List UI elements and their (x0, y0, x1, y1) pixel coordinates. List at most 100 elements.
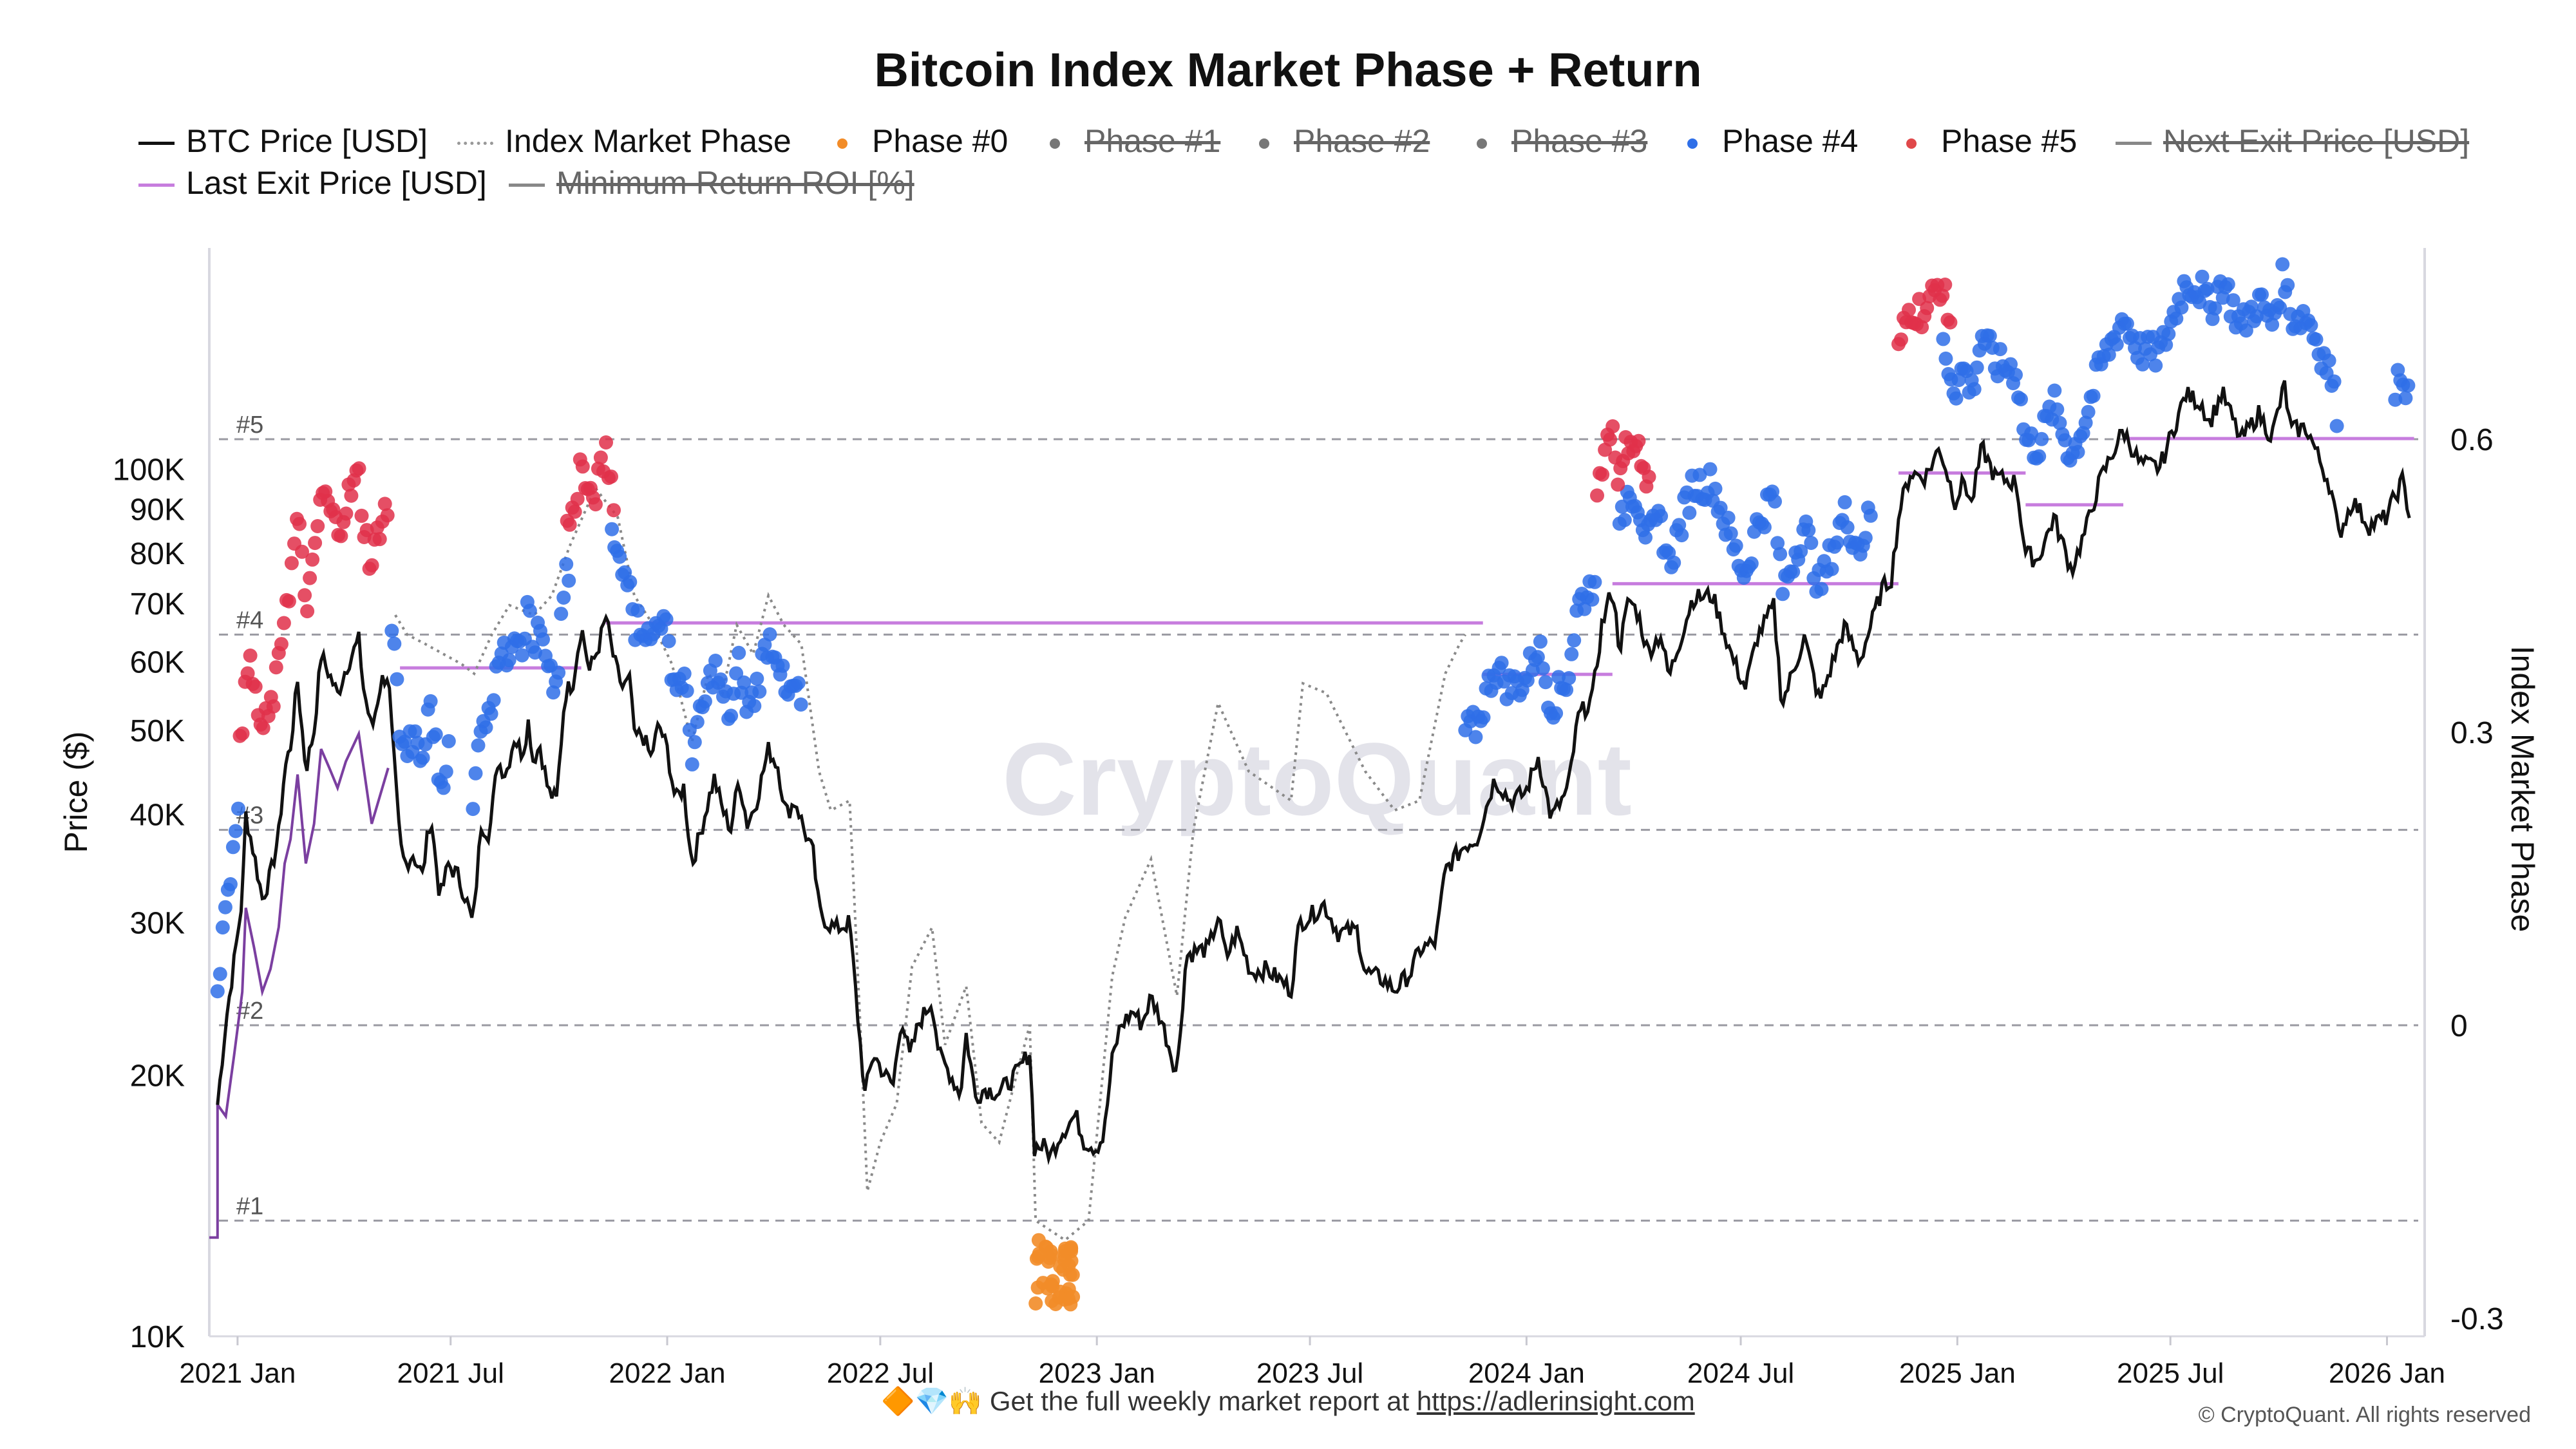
phase-dot (300, 604, 315, 619)
phase-dot (1587, 574, 1602, 589)
phase-dot (1830, 535, 1844, 550)
phase-dot (1713, 500, 1728, 515)
phase-dot (1564, 647, 1579, 661)
phase-dot (2221, 277, 2235, 292)
phase-dot (1638, 530, 1653, 545)
legend-item[interactable]: Index Market Phase (457, 122, 791, 160)
phase-dot (697, 694, 712, 709)
phase-dot (1935, 289, 1950, 303)
phase-dot (1824, 562, 1839, 576)
legend-line-icon (138, 184, 175, 187)
footer-link[interactable]: https://adlerinsight.com (1416, 1386, 1695, 1416)
phase-dot (1938, 278, 1953, 292)
y-tick-label: 100K (113, 453, 185, 488)
phase-dot (2329, 419, 2344, 433)
phase-dot (2101, 347, 2116, 362)
legend-label: Index Market Phase (505, 123, 791, 159)
phase-dot (1794, 544, 1808, 558)
y-tick-label: 70K (130, 587, 185, 621)
y2-tick-label: 0.3 (2450, 716, 2494, 750)
phase-dot (1943, 315, 1958, 330)
phase-dot (339, 506, 354, 521)
phase-dot (218, 900, 232, 914)
phase-dot (708, 654, 723, 668)
legend-item[interactable]: Phase #1 (1037, 122, 1220, 160)
chart-title: Bitcoin Index Market Phase + Return (874, 43, 1702, 97)
phase-dot (1549, 706, 1564, 721)
phase-dot (793, 697, 808, 712)
phase-dot (2239, 323, 2253, 338)
phase-dot (2050, 402, 2065, 417)
phase-dot (2273, 300, 2287, 315)
phase-dot (1617, 513, 1632, 527)
phase-dot (269, 660, 283, 675)
phase-dot (372, 532, 387, 547)
phase-dot (387, 636, 402, 651)
legend-item[interactable]: Phase #0 (824, 122, 1008, 160)
legend-label: Phase #2 (1294, 123, 1430, 159)
phase-dot (439, 764, 453, 779)
legend-item[interactable]: Phase #2 (1246, 122, 1430, 160)
btc-price-line (216, 380, 2411, 1166)
phase-dot (397, 734, 412, 749)
phase-dot (235, 726, 250, 741)
purple-run-line (209, 729, 390, 1239)
y-tick-label: 80K (130, 537, 185, 571)
phase-dot (310, 519, 325, 533)
y-tick-label: 40K (130, 798, 185, 832)
phase-dot (423, 694, 438, 708)
x-tick-label: 2025 Jan (1899, 1358, 2016, 1389)
phase-dot (380, 508, 395, 523)
x-tick-label: 2026 Jan (2329, 1358, 2445, 1389)
legend-item[interactable]: Phase #3 (1464, 122, 1647, 160)
phase-dot (377, 497, 392, 511)
phase-dot (276, 616, 291, 630)
phase-dot (2322, 354, 2336, 368)
phase-dot (2014, 392, 2028, 406)
phase-dot (1768, 494, 1782, 509)
phase-dot (354, 508, 369, 523)
legend-item[interactable]: Minimum Return ROI [%] (509, 164, 914, 202)
phase-dot (515, 648, 529, 663)
phase-dot (228, 824, 243, 838)
phase-dot (2195, 269, 2210, 284)
phase-dot (243, 649, 258, 663)
legend-item[interactable]: BTC Price [USD] (138, 122, 428, 160)
phase-dot (1476, 710, 1491, 724)
legend-item[interactable]: Phase #4 (1674, 122, 1858, 160)
phase-dot (1708, 481, 1723, 496)
phase-dot (554, 607, 569, 621)
phase-dot (1814, 582, 1829, 596)
phase-dot (390, 672, 404, 687)
phase-dot (308, 536, 323, 551)
phase-dot (2388, 392, 2403, 407)
phase-dot (1468, 730, 1483, 744)
phase-level-label: #5 (236, 412, 263, 439)
phase-dot (1654, 509, 1669, 524)
phase-dot (428, 727, 443, 742)
phase-dot (1936, 332, 1951, 346)
legend-item[interactable]: Next Exit Price [USD] (2116, 122, 2469, 160)
phase-dot (210, 984, 225, 999)
legend-dot-icon (837, 138, 848, 149)
phase-dot (2109, 337, 2124, 352)
phase-dot (1993, 342, 2007, 357)
phase-dot (502, 653, 516, 668)
phase-dot (2174, 300, 2189, 315)
phase-dot (436, 781, 451, 795)
legend-dot-icon (1906, 138, 1917, 149)
phase-dot (1562, 671, 1577, 685)
legend-dotted-line-icon (457, 142, 493, 146)
phase-dot (2309, 332, 2324, 347)
phase-dot (1667, 555, 1681, 570)
phase-dot (1585, 592, 1600, 607)
phase-dot (737, 675, 752, 690)
legend-item[interactable]: Last Exit Price [USD] (138, 164, 487, 202)
phase-dot (1967, 382, 1982, 397)
phase-dot (2070, 444, 2085, 459)
legend-label: Phase #5 (1941, 123, 2078, 159)
phase-dot (1595, 467, 1610, 482)
footer-text: Get the full weekly market report at (989, 1386, 1410, 1416)
legend-item[interactable]: Phase #5 (1893, 122, 2077, 160)
phase-dot (1858, 531, 1873, 545)
